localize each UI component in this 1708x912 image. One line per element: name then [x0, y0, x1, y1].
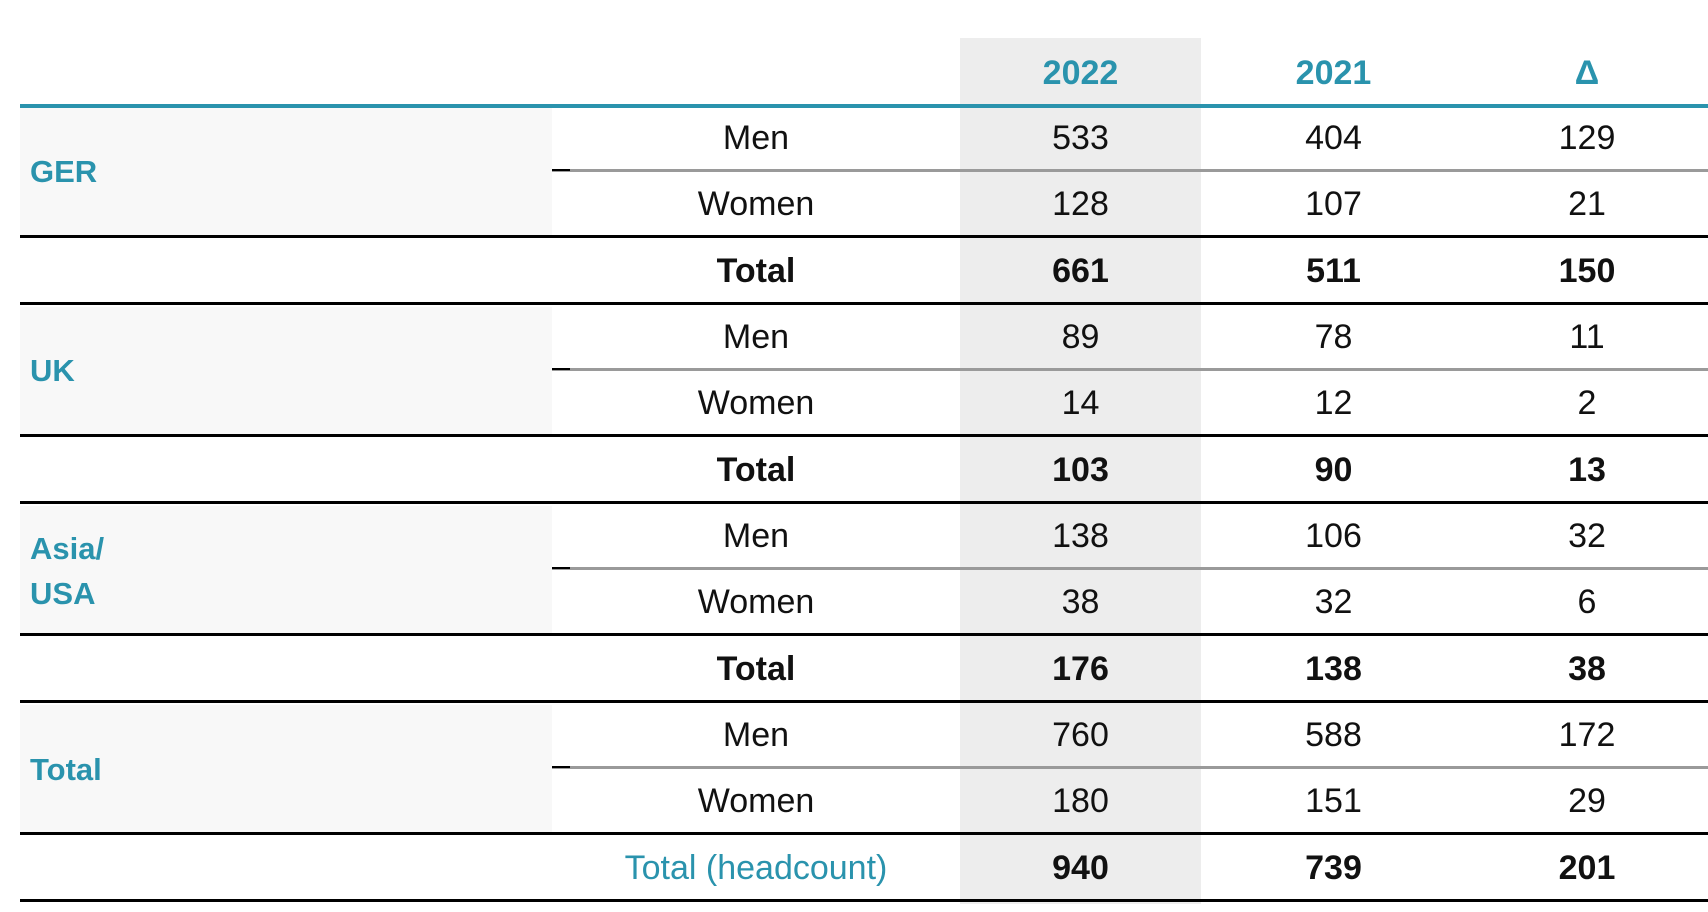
cell-2021: 78 [1314, 318, 1353, 356]
row-label: Men [722, 318, 790, 356]
row-divider-tick [552, 169, 570, 171]
region-bg-ger [20, 108, 552, 236]
total-2021: 90 [1314, 451, 1353, 489]
cell-delta: 2 [1577, 384, 1597, 422]
group-divider [20, 633, 1708, 636]
cell-delta: 129 [1558, 119, 1616, 157]
row-label: Men [722, 716, 790, 754]
total-label: Total [716, 451, 796, 489]
table-bottom-rule [20, 899, 1708, 902]
total-delta: 13 [1568, 451, 1606, 489]
group-divider [20, 302, 1708, 305]
cell-2022: 128 [1052, 185, 1109, 223]
cell-2021: 588 [1305, 716, 1362, 754]
group-divider [20, 501, 1708, 504]
cell-2022: 38 [1061, 583, 1100, 621]
group-divider [20, 832, 1708, 835]
cell-delta: 172 [1558, 716, 1616, 754]
total-2021: 138 [1305, 650, 1362, 688]
row-divider-tick [552, 766, 570, 768]
total-2021: 511 [1306, 252, 1361, 290]
total-delta: 38 [1568, 650, 1606, 688]
region-bg-total [20, 705, 552, 833]
row-label: Women [697, 583, 815, 621]
group-divider [20, 434, 1708, 437]
cell-2022: 138 [1052, 517, 1109, 555]
region-label-asia-usa: Asia/ USA [30, 531, 105, 611]
row-label: Women [697, 384, 815, 422]
cell-2022: 89 [1061, 318, 1100, 356]
region-label-total: Total [30, 752, 102, 787]
cell-delta: 32 [1568, 517, 1606, 555]
row-label: Men [722, 119, 790, 157]
row-divider [552, 368, 1708, 371]
total-label: Total [716, 252, 796, 290]
total-2022: 103 [1052, 451, 1109, 489]
region-bg-asia-usa [20, 506, 552, 634]
column-2022-shading [960, 38, 1201, 904]
region-bg-uk [20, 307, 552, 435]
grand-total-2022: 940 [1052, 849, 1109, 887]
group-divider [20, 235, 1708, 238]
row-divider-tick [552, 368, 570, 370]
cell-delta: 6 [1577, 583, 1597, 621]
cell-2021: 107 [1305, 185, 1362, 223]
cell-2021: 404 [1305, 119, 1362, 157]
cell-delta: 21 [1568, 185, 1606, 223]
group-divider [20, 700, 1708, 703]
cell-delta: 11 [1569, 318, 1605, 356]
row-label: Women [697, 782, 815, 820]
cell-2021: 151 [1305, 782, 1362, 820]
cell-2021: 32 [1314, 583, 1353, 621]
row-divider [552, 169, 1708, 172]
grand-total-delta: 201 [1558, 849, 1616, 887]
header-2022: 2022 [1042, 54, 1119, 92]
cell-2021: 12 [1314, 384, 1353, 422]
row-divider [552, 766, 1708, 769]
region-label-ger: GER [30, 154, 98, 189]
cell-2022: 180 [1052, 782, 1109, 820]
grand-total-label: Total (headcount) [624, 849, 888, 887]
cell-2021: 106 [1305, 517, 1362, 555]
total-delta: 150 [1558, 252, 1616, 290]
cell-delta: 29 [1568, 782, 1606, 820]
cell-2022: 760 [1052, 716, 1109, 754]
row-divider-tick [552, 567, 570, 569]
row-divider [552, 567, 1708, 570]
header-2021: 2021 [1295, 54, 1372, 92]
cell-2022: 14 [1061, 384, 1100, 422]
row-label: Women [697, 185, 815, 223]
row-label: Men [722, 517, 790, 555]
total-2022: 661 [1052, 252, 1109, 290]
total-label: Total [716, 650, 796, 688]
region-label-uk: UK [30, 353, 75, 388]
header-delta: Δ [1574, 54, 1600, 92]
cell-2022: 533 [1052, 119, 1109, 157]
header-rule [20, 104, 1708, 108]
total-2022: 176 [1052, 650, 1109, 688]
grand-total-2021: 739 [1305, 849, 1362, 887]
